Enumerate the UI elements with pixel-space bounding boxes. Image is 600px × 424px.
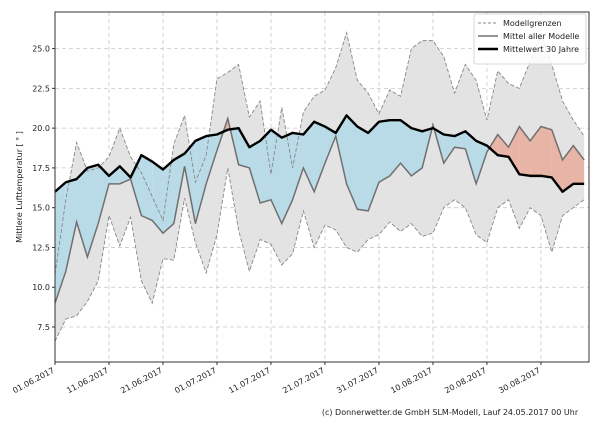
model-range-band xyxy=(55,32,585,342)
models-vs-climate-fill-below xyxy=(162,159,174,234)
x-tick-label: 31.07.2017 xyxy=(335,366,380,395)
models-vs-climate-fill-below xyxy=(378,120,390,183)
legend-label-30yr-mean: Mittelwert 30 Jahre xyxy=(503,45,579,54)
x-tick-label: 10.08.2017 xyxy=(389,366,434,395)
y-axis-ticks: 7.5 10.0 12.5 15.0 17.5 20.0 22.5 25.0 xyxy=(32,45,55,332)
models-vs-climate-fill-below xyxy=(411,128,423,176)
models-vs-climate-fill-below xyxy=(292,132,304,200)
x-tick-label: 11.06.2017 xyxy=(65,366,110,395)
models-vs-climate-fill-above xyxy=(551,129,563,192)
y-tick-label: 15.0 xyxy=(32,204,50,213)
models-vs-climate-fill-above xyxy=(519,126,531,176)
models-vs-climate-fill-below xyxy=(141,155,153,221)
y-tick-label: 17.5 xyxy=(32,164,50,173)
models-vs-climate-fill-below xyxy=(206,134,217,184)
y-tick-label: 20.0 xyxy=(32,124,50,133)
models-vs-climate-fill-below xyxy=(314,121,325,192)
x-tick-label: 11.07.2017 xyxy=(227,366,272,395)
y-axis-label: Mittlere Lufttemperatur [ ° ] xyxy=(15,131,24,243)
models-vs-climate-fill-below xyxy=(65,179,77,272)
y-tick-label: 22.5 xyxy=(32,84,50,93)
models-vs-climate-fill-below xyxy=(98,164,109,224)
models-vs-climate-fill-below xyxy=(55,182,66,304)
models-mean-line xyxy=(54,115,585,304)
upper-bound-line xyxy=(54,30,585,275)
models-vs-climate-fill-below xyxy=(76,167,88,257)
x-tick-label: 21.06.2017 xyxy=(119,366,164,395)
lower-bound-line xyxy=(54,167,585,342)
models-vs-climate-fill-below xyxy=(400,120,412,176)
models-vs-climate-fill-below xyxy=(335,115,347,184)
models-vs-climate-fill-below xyxy=(303,121,315,192)
models-vs-climate-fill-below xyxy=(389,120,401,176)
x-tick-label: 01.07.2017 xyxy=(173,366,218,395)
legend-label-model-bounds: Modellgrenzen xyxy=(503,19,562,28)
x-tick-label: 30.08.2017 xyxy=(497,366,542,395)
legend-label-models-mean: Mittel aller Modelle xyxy=(503,32,579,41)
y-tick-label: 12.5 xyxy=(32,243,50,252)
models-vs-climate-fill-below xyxy=(260,129,271,203)
plot-frame xyxy=(54,11,590,363)
models-vs-climate-fill-below xyxy=(357,126,369,211)
models-vs-climate-fill-above xyxy=(508,126,520,175)
y-tick-label: 7.5 xyxy=(37,323,50,332)
fills xyxy=(55,32,585,342)
models-vs-climate-fill-below xyxy=(184,140,196,224)
legend: Modellgrenzen Mittel aller Modelle Mitte… xyxy=(473,13,587,65)
models-vs-climate-fill-above xyxy=(530,126,541,176)
models-vs-climate-fill-below xyxy=(465,131,477,184)
models-vs-climate-fill-below xyxy=(324,126,336,164)
models-vs-climate-fill-below xyxy=(87,164,99,257)
y-tick-label: 10.0 xyxy=(32,283,50,292)
x-tick-label: 01.06.2017 xyxy=(11,366,56,395)
models-vs-climate-fill-below xyxy=(238,128,250,168)
x-tick-label: 21.07.2017 xyxy=(281,366,326,395)
models-vs-climate-fill-below xyxy=(346,115,358,210)
models-vs-climate-fill-below xyxy=(130,155,142,216)
models-vs-climate-fill-below xyxy=(270,129,282,224)
x-axis-ticks: 01.06.2017 11.06.2017 21.06.2017 01.07.2017… xyxy=(11,362,542,395)
lines xyxy=(54,30,585,342)
models-vs-climate-fill-above xyxy=(573,145,585,184)
x-tick-label: 20.08.2017 xyxy=(443,366,488,395)
models-vs-climate-fill-above xyxy=(497,134,509,157)
climate-mean-line xyxy=(54,114,585,193)
models-vs-climate-fill-above xyxy=(540,126,552,178)
models-vs-climate-fill-below xyxy=(476,140,487,184)
models-vs-climate-fill-below xyxy=(195,136,207,224)
legend-box xyxy=(473,13,587,65)
models-vs-climate-fill-above xyxy=(489,134,498,156)
y-tick-label: 25.0 xyxy=(32,45,50,54)
models-vs-climate-fill-below xyxy=(249,140,261,203)
models-vs-climate-fill-below xyxy=(443,134,455,164)
models-vs-climate-fill-below xyxy=(281,132,293,224)
models-vs-climate-fill-below xyxy=(108,166,120,184)
footer-credit: (c) Donnerwetter.de GmbH SLM-Modell, Lau… xyxy=(322,408,579,417)
